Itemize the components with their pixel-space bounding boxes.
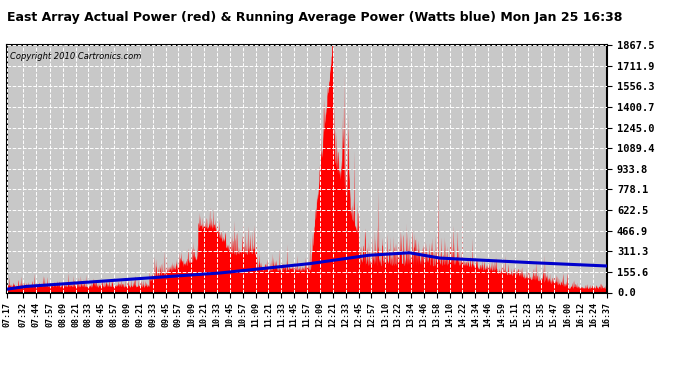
Text: Copyright 2010 Cartronics.com: Copyright 2010 Cartronics.com [10,53,141,62]
Text: East Array Actual Power (red) & Running Average Power (Watts blue) Mon Jan 25 16: East Array Actual Power (red) & Running … [7,11,622,24]
